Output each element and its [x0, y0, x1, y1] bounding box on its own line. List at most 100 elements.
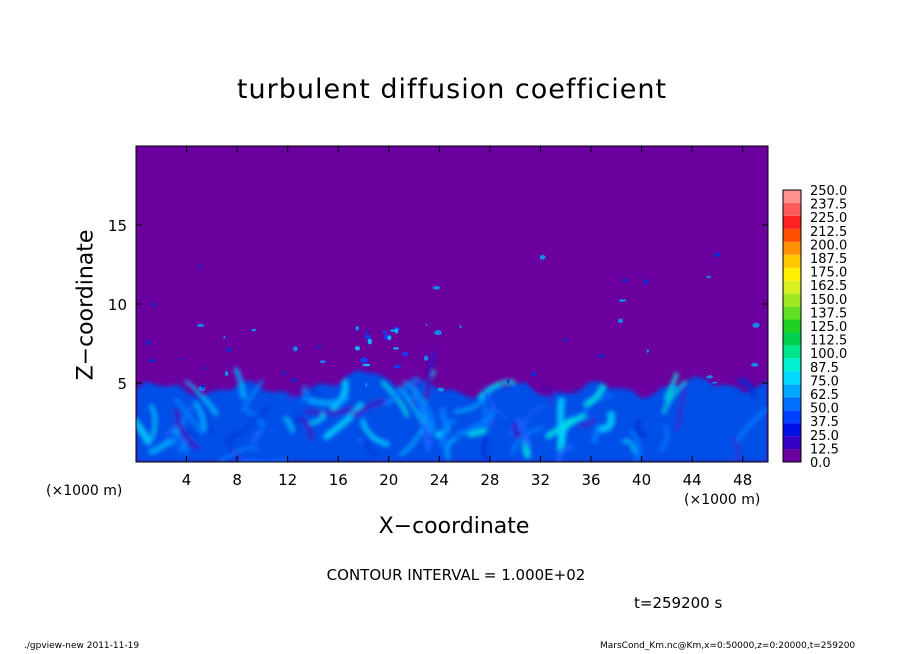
turbulent-filament [304, 405, 354, 416]
turbulent-filament [584, 383, 606, 407]
turbulent-filament [312, 386, 324, 397]
turbulent-filament [545, 413, 586, 439]
colorbar-swatch [783, 228, 801, 242]
plume-eddy [354, 346, 360, 351]
eddy [618, 299, 627, 302]
x-tick-label: 24 [430, 471, 449, 489]
x-tick-label: 44 [683, 471, 702, 489]
turbulent-filament [330, 379, 348, 411]
colorbar-label: 75.0 [810, 374, 839, 389]
plume-eddy [393, 364, 402, 369]
colorbar-label: 200.0 [810, 238, 847, 253]
eddy [669, 385, 677, 388]
plume-eddy [362, 363, 371, 367]
footer-right: MarsCond_Km.nc@Km,x=0:50000,z=0:20000,t=… [600, 641, 856, 651]
colorbar-label: 0.0 [810, 456, 831, 471]
turbulent-filament [481, 435, 490, 462]
eddy [706, 375, 713, 379]
plume-eddy [367, 338, 372, 345]
turbulent-filament [541, 386, 554, 406]
eddy [425, 324, 428, 326]
turbulent-filament [241, 379, 264, 412]
eddy [197, 323, 205, 327]
turbulent-filament [662, 380, 687, 414]
colorbar: 0.012.525.037.550.062.575.087.5100.0112.… [782, 184, 847, 471]
colorbar-swatch [783, 371, 801, 385]
colorbar-swatch [783, 241, 801, 255]
colorbar-label: 37.5 [810, 415, 839, 430]
plume-eddy [394, 328, 399, 334]
turbulent-filament [630, 430, 641, 462]
colorbar-label: 50.0 [810, 402, 839, 417]
colorbar-swatch [783, 306, 801, 320]
mixing-layer [136, 370, 768, 462]
x-unit-right: (×1000 m) [684, 492, 761, 508]
turbulent-filament [467, 428, 487, 437]
turbulent-filament [301, 385, 309, 402]
eddy [706, 275, 712, 279]
turbulent-filament [634, 418, 647, 438]
eddy [539, 254, 546, 260]
y-tick-label: 10 [108, 296, 127, 314]
colorbar-label: 62.5 [810, 388, 839, 403]
turbulent-filament [596, 411, 615, 433]
turbulent-filament [659, 425, 669, 452]
footer-left: ./gpview-new 2011-11-19 [24, 641, 140, 651]
colorbar-swatch [783, 423, 801, 437]
colorbar-label: 100.0 [810, 347, 847, 362]
colorbar-swatch [783, 332, 801, 346]
y-tick-label: 15 [108, 217, 127, 235]
eddy [751, 362, 759, 367]
eddy [178, 358, 184, 361]
turbulence-field [136, 252, 768, 462]
contour-interval: CONTOUR INTERVAL = 1.000E+02 [326, 566, 586, 584]
y-axis: 5 10 15 [108, 217, 768, 393]
eddy [151, 302, 156, 307]
colorbar-label: 150.0 [810, 293, 847, 308]
colorbar-swatch [783, 384, 801, 398]
x-axis: 4 8 12 16 20 24 28 32 36 40 44 48 [182, 146, 752, 489]
x-tick-label: 48 [733, 471, 752, 489]
turbulent-filament [286, 385, 305, 401]
turbulent-filament [591, 427, 601, 444]
eddy [714, 252, 721, 257]
colorbar-label: 12.5 [810, 442, 839, 457]
eddy [432, 286, 441, 290]
turbulent-filament [250, 405, 270, 421]
eddy [197, 265, 203, 268]
eddy [366, 329, 369, 335]
x-tick-label: 40 [632, 471, 651, 489]
colorbar-label: 162.5 [810, 279, 847, 294]
colorbar-swatch [783, 280, 801, 294]
turbulent-filament [419, 409, 434, 435]
eddy [365, 382, 368, 387]
eddy [752, 322, 760, 328]
colorbar-label: 25.0 [810, 429, 839, 444]
turbulent-filament [737, 378, 757, 400]
turbulent-filament [512, 421, 525, 440]
colorbar-label: 212.5 [810, 225, 847, 240]
turbulent-filament [381, 381, 409, 417]
eddy [202, 367, 206, 370]
eddy [597, 354, 606, 358]
eddy [226, 347, 232, 353]
y-tick-label: 5 [117, 375, 127, 393]
plume-eddy [401, 352, 409, 357]
turbulent-filament [598, 393, 613, 402]
turbulent-filament [361, 419, 390, 446]
x-tick-label: 8 [232, 471, 242, 489]
eddy [251, 328, 257, 332]
turbulent-filament [149, 404, 157, 441]
x-tick-label: 20 [379, 471, 398, 489]
turbulent-filament [485, 407, 494, 427]
turbulent-filament [410, 393, 437, 430]
turbulent-filament [228, 429, 239, 453]
time-label: t=259200 s [634, 594, 723, 612]
colorbar-swatch [783, 215, 801, 229]
x-tick-label: 32 [531, 471, 550, 489]
turbulent-filament [579, 417, 596, 429]
eddy [434, 330, 442, 336]
turbulent-filament [323, 402, 364, 439]
eddy [355, 325, 360, 331]
